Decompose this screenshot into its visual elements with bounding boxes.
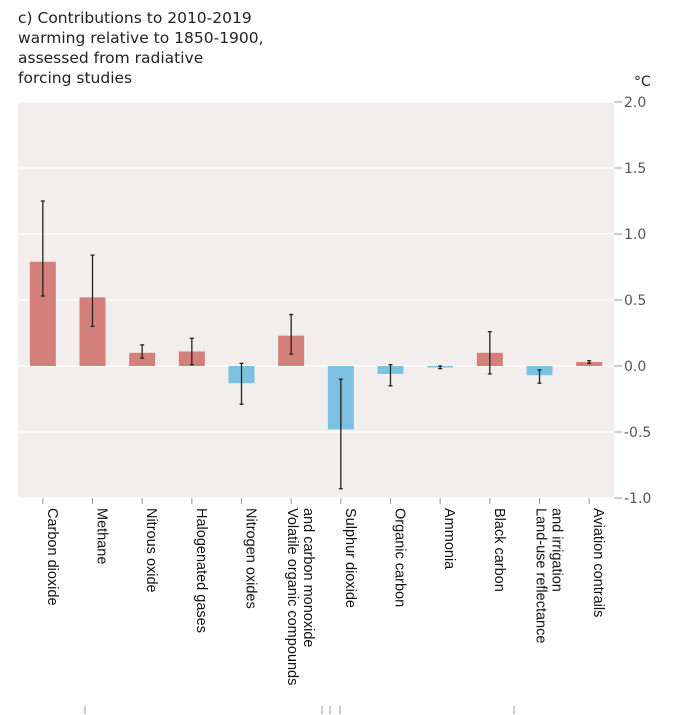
x-category-label: Organic carbon xyxy=(392,508,408,607)
y-axis: 2.0 1.5 1.0 0.5 0.0 -0.5 -1.0 xyxy=(614,95,651,507)
y-tick-label: 1.0 xyxy=(624,227,646,243)
y-tick-label: 0.5 xyxy=(624,293,646,309)
x-category-label: Carbon dioxide xyxy=(44,508,60,606)
x-axis: Carbon dioxide Methane Nitrous oxide Haloge… xyxy=(42,498,606,714)
error-bars xyxy=(40,200,592,490)
x-category-label: Ammonia xyxy=(441,508,457,570)
x-category-label: Volatile organic compounds xyxy=(284,508,300,685)
y-tick-label: -1.0 xyxy=(624,491,651,507)
y-tick-label: 1.5 xyxy=(624,161,646,177)
y-unit-label: °C xyxy=(634,74,651,90)
x-category-label: Methane xyxy=(94,508,110,564)
y-tick-label: 2.0 xyxy=(624,95,646,111)
x-category-label: Aviation contrails xyxy=(590,508,606,617)
gridlines xyxy=(18,101,614,499)
x-category-label: Nitrogen oxides xyxy=(243,508,259,609)
x-category-label: Black carbon xyxy=(491,508,507,592)
chart-title: c) Contributions to 2010-2019 warming re… xyxy=(18,9,264,87)
x-category-label: Sulphur dioxide xyxy=(342,508,358,608)
y-tick-label: 0.0 xyxy=(624,359,646,375)
y-tick-label: -0.5 xyxy=(624,425,651,441)
bar xyxy=(576,362,603,366)
x-category-label: Land-use reflectance xyxy=(533,508,549,643)
x-category-label: and carbon monoxide xyxy=(300,508,316,647)
x-category-label: and irrigation xyxy=(549,508,565,592)
x-category-label: Halogenated gases xyxy=(193,508,209,633)
bars xyxy=(29,261,603,430)
bar xyxy=(129,352,156,366)
x-category-label: Nitrous oxide xyxy=(143,508,159,593)
